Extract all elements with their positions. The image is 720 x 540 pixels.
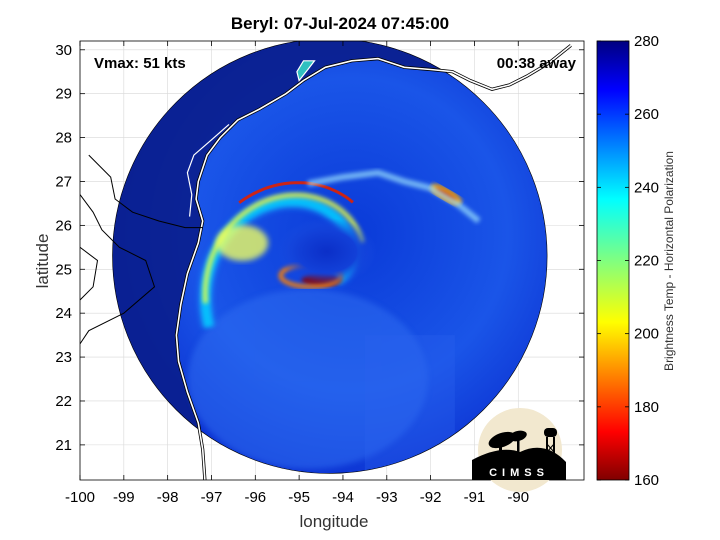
- y-tick-label: 26: [55, 217, 72, 234]
- time-away-annotation: 00:38 away: [497, 55, 577, 72]
- state-border: [88, 154, 203, 229]
- axes-frame: [79, 40, 585, 481]
- colorbar-tick-label: 220: [634, 253, 659, 270]
- swath-outline: [112, 41, 548, 474]
- y-axis-ticks: 21 22 23 24 25 26 27 28 29 30: [55, 42, 584, 454]
- x-tick-label: -90: [507, 489, 529, 506]
- logo-text: CIMSS: [489, 467, 549, 479]
- x-tick-label: -94: [332, 489, 354, 506]
- colorbar-tick-label: 280: [634, 33, 659, 50]
- y-tick-label: 25: [55, 261, 72, 278]
- logo-dish-small-icon: [509, 430, 527, 442]
- x-axis-ticks: -100 -99 -98 -97 -96 -95 -94 -93 -92 -91 -90: [65, 41, 529, 506]
- coastline: [175, 44, 572, 480]
- convective-cell-coast: [216, 224, 269, 261]
- chart-title: Beryl: 07-Jul-2024 07:45:00: [231, 14, 449, 33]
- y-axis-label: latitude: [33, 234, 52, 289]
- colorbar-tick-label: 160: [634, 472, 659, 489]
- river-border: [80, 194, 156, 345]
- x-tick-label: -93: [376, 489, 398, 506]
- y-tick-label: 21: [55, 437, 72, 454]
- y-tick-label: 30: [55, 42, 72, 59]
- logo-building: [472, 447, 566, 480]
- x-tick-label: -92: [420, 489, 442, 506]
- plot-area: [80, 41, 584, 480]
- x-tick-label: -91: [464, 489, 486, 506]
- microwave-swath: [112, 41, 548, 474]
- x-tick-label: -95: [288, 489, 310, 506]
- y-tick-label: 28: [55, 130, 72, 147]
- y-tick-label: 29: [55, 86, 72, 103]
- y-tick-label: 24: [55, 305, 72, 322]
- colorbar-label: Brightness Temp - Horizontal Polarizatio…: [662, 151, 676, 371]
- x-axis-label: longitude: [299, 512, 368, 531]
- x-tick-label: -96: [244, 489, 266, 506]
- vmax-annotation: Vmax: 51 kts: [94, 55, 186, 72]
- ocean-light-region: [187, 289, 428, 470]
- cimss-logo: CIMSS: [472, 408, 566, 492]
- spiral-band-yellow: [202, 192, 365, 304]
- logo-tower-icon: [544, 428, 557, 437]
- rainband-northeast: [307, 169, 481, 224]
- inland-border: [80, 246, 99, 301]
- x-tick-label: -100: [65, 489, 95, 506]
- y-tick-label: 22: [55, 393, 72, 410]
- x-tick-label: -99: [113, 489, 135, 506]
- coastal-bay: [186, 123, 230, 217]
- logo-dish-icon: [488, 431, 516, 449]
- land-area: [112, 41, 548, 474]
- x-tick-label: -98: [157, 489, 179, 506]
- colorbar: [596, 40, 630, 481]
- y-tick-label: 23: [55, 349, 72, 366]
- storm-eye: [276, 217, 377, 286]
- colorbar-tick-label: 200: [634, 326, 659, 343]
- colorbar-tick-label: 260: [634, 106, 659, 123]
- colorbar-tick-label: 240: [634, 179, 659, 196]
- x-tick-label: -97: [201, 489, 223, 506]
- y-tick-label: 27: [55, 173, 72, 190]
- colorbar-tick-label: 180: [634, 399, 659, 416]
- galveston-bay: [296, 60, 316, 82]
- spiral-band-red: [238, 181, 354, 204]
- colorbar-ticks: 160 180 200 220 240 260 280: [597, 33, 659, 489]
